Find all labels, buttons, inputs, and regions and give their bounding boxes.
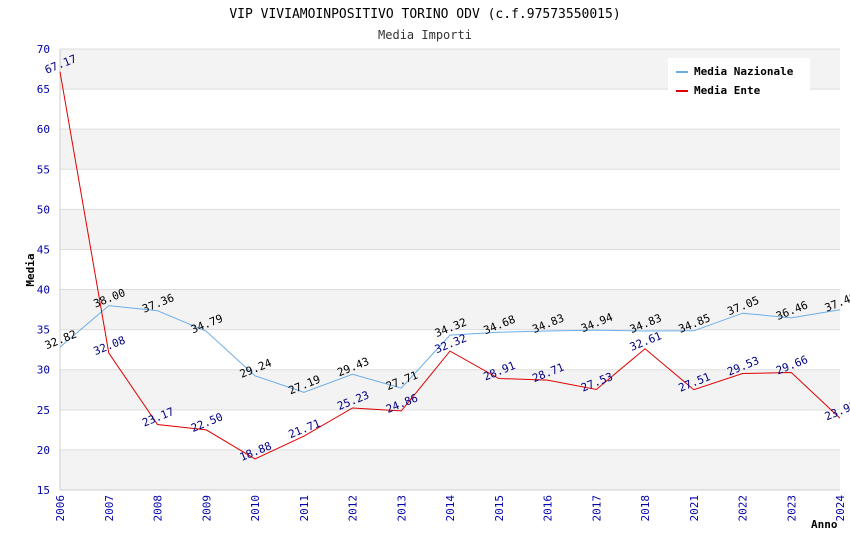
grid-band bbox=[60, 449, 840, 490]
y-tick-label: 15 bbox=[37, 484, 50, 497]
legend-label-media-ente: Media Ente bbox=[694, 84, 761, 97]
x-tick-label: 2017 bbox=[590, 495, 603, 522]
grid-band bbox=[60, 289, 840, 330]
x-tick-label: 2006 bbox=[54, 495, 67, 522]
series-line-media-ente bbox=[59, 71, 841, 460]
grid-band bbox=[60, 129, 840, 170]
legend: Media Nazionale Media Ente bbox=[668, 58, 810, 102]
x-axis-label: Anno bbox=[811, 518, 838, 531]
grid-bands bbox=[60, 49, 840, 490]
y-tick-label: 70 bbox=[37, 43, 50, 56]
y-axis-label: Media bbox=[24, 253, 37, 286]
x-tick-label: 2010 bbox=[249, 495, 262, 522]
y-tick-label: 50 bbox=[37, 203, 50, 216]
x-axis-ticks: 2006 2007 2008 2009 2010 2011 2012 2013 2014 2015… bbox=[54, 495, 847, 522]
x-tick-label: 2008 bbox=[152, 495, 165, 522]
chart-title: VIP VIVIAMOINPOSITIVO TORINO ODV (c.f.97… bbox=[229, 7, 620, 22]
grid-band bbox=[60, 249, 840, 290]
x-tick-label: 2023 bbox=[785, 495, 798, 522]
grid-band bbox=[60, 209, 840, 250]
y-tick-label: 35 bbox=[37, 324, 50, 337]
x-tick-label: 2011 bbox=[298, 495, 311, 522]
y-tick-label: 65 bbox=[37, 83, 50, 96]
x-tick-label: 2009 bbox=[200, 495, 213, 522]
y-tick-label: 60 bbox=[37, 123, 50, 136]
x-tick-label: 2018 bbox=[639, 495, 652, 522]
y-tick-label: 30 bbox=[37, 364, 50, 377]
y-tick-label: 55 bbox=[37, 163, 50, 176]
x-tick-label: 2014 bbox=[444, 495, 457, 522]
y-tick-label: 40 bbox=[37, 284, 50, 297]
grid-band bbox=[60, 409, 840, 450]
series-line-media-nazionale bbox=[59, 305, 841, 393]
grid-band bbox=[60, 329, 840, 370]
x-tick-label: 2013 bbox=[395, 495, 408, 522]
x-tick-label: 2015 bbox=[493, 495, 506, 522]
y-axis-ticks: 15 20 25 30 35 40 45 50 55 60 65 70 bbox=[37, 43, 50, 497]
axes bbox=[59, 49, 840, 491]
x-tick-label: 2021 bbox=[688, 495, 701, 522]
y-tick-label: 25 bbox=[37, 404, 50, 417]
chart-subtitle: Media Importi bbox=[378, 28, 472, 42]
legend-label-media-nazionale: Media Nazionale bbox=[694, 65, 794, 78]
y-tick-label: 20 bbox=[37, 444, 50, 457]
x-tick-label: 2007 bbox=[103, 495, 116, 522]
legend-box bbox=[668, 58, 810, 102]
x-tick-label: 2016 bbox=[542, 495, 555, 522]
x-tick-label: 2022 bbox=[737, 495, 750, 522]
series-lines bbox=[59, 71, 841, 460]
grid-band bbox=[60, 169, 840, 210]
x-tick-label: 2024 bbox=[834, 495, 847, 522]
y-tick-label: 45 bbox=[37, 243, 50, 256]
x-tick-label: 2012 bbox=[347, 495, 360, 522]
grid-band bbox=[60, 369, 840, 410]
